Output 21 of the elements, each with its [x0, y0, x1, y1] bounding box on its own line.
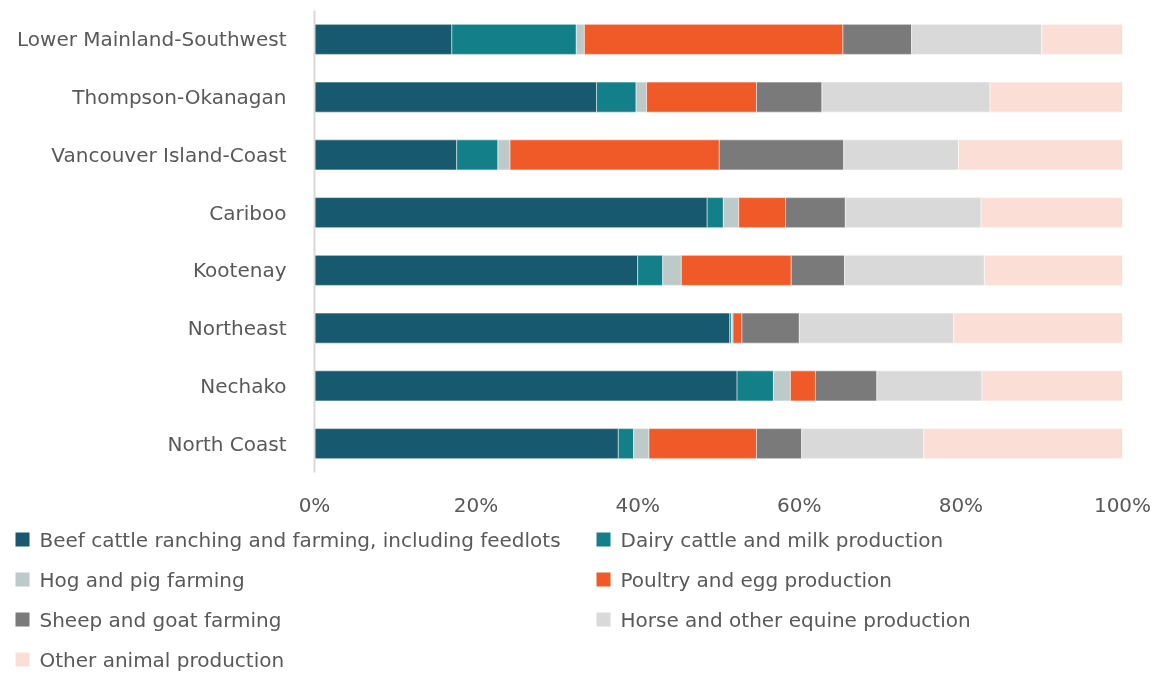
legend-label: Dairy cattle and milk production: [620, 527, 944, 552]
y-tick-label: Northeast: [187, 316, 287, 341]
legend-label: Sheep and goat farming: [39, 607, 282, 632]
x-tick-label: 60%: [777, 492, 822, 517]
x-tick-label: 0%: [298, 492, 331, 517]
y-tick-label: Lower Mainland-Southwest: [17, 27, 287, 52]
x-tick-label: 100%: [1093, 492, 1152, 517]
legend-label: Other animal production: [39, 647, 285, 672]
legend-label: Hog and pig farming: [39, 567, 245, 592]
y-tick-label: Nechako: [200, 373, 287, 398]
y-tick-label: Kootenay: [192, 258, 287, 283]
legend-label: Poultry and egg production: [620, 567, 893, 592]
y-tick-label: Thompson-Okanagan: [71, 85, 287, 110]
y-tick-label: Cariboo: [209, 200, 287, 225]
y-tick-label: Vancouver Island-Coast: [51, 142, 287, 167]
x-tick-label: 80%: [938, 492, 984, 517]
x-tick-label: 20%: [453, 492, 499, 517]
x-tick-label: 40%: [615, 492, 660, 517]
y-tick-label: North Coast: [167, 431, 287, 456]
legend-label: Horse and other equine production: [620, 607, 971, 632]
legend-label: Beef cattle ranching and farming, including feedlots: [39, 527, 561, 552]
